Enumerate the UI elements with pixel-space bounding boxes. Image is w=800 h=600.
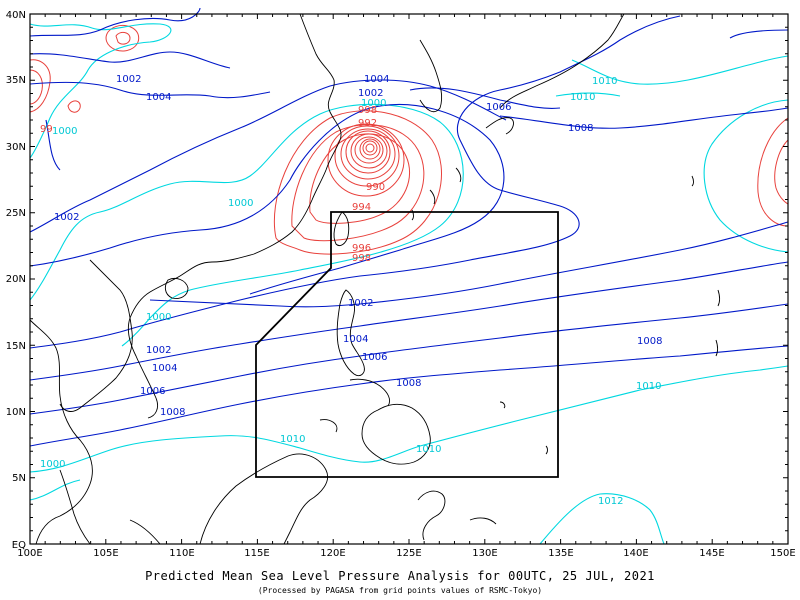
isobar-label: 1000 [361,98,386,109]
lon-label: 110E [169,548,194,559]
isobar-label: 1008 [160,407,185,418]
lon-label: 120E [320,548,345,559]
isobar-label: 1002 [358,88,383,99]
lon-label: 115E [244,548,269,559]
latitude-labels: EQ 5N 10N 15N 20N 25N 30N 35N 40N [6,10,26,551]
lat-label: 35N [6,75,26,86]
lat-label: 10N [6,407,26,418]
chart-title: Predicted Mean Sea Level Pressure Analys… [145,569,655,583]
isobar-label: 998 [358,105,377,116]
isobar-label: 1010 [592,76,617,87]
cyan-isobar-labels: 1000 1000 1000 1010 1010 1010 1010 1010 … [52,76,661,507]
isobar-label: 1002 [116,74,141,85]
isobar-label: 1010 [636,381,661,392]
isobar-label: 1004 [146,92,171,103]
lat-label: 40N [6,10,26,21]
isobar-label: 992 [358,118,377,129]
coastlines [29,13,720,545]
longitude-labels: 100E 105E 110E 115E 120E 125E 130E 135E … [17,548,795,559]
isobar-label: 1000 [40,459,65,470]
isobar-label: 1006 [140,386,165,397]
isobar-label: 1004 [152,363,177,374]
lat-label: 15N [6,341,26,352]
isobar-label: 1010 [570,92,595,103]
isobar-label: 996 [352,243,371,254]
lat-label: 5N [12,473,26,484]
par-boundary [255,211,559,478]
isobar-label: 1006 [486,102,511,113]
lat-label: 20N [6,274,26,285]
isobar-label: 1006 [362,352,387,363]
isobar-label: 1010 [280,434,305,445]
lat-label: 30N [6,142,26,153]
chart-subtitle: (Processed by PAGASA from grid points va… [258,586,542,595]
isobar-label: 1000 [228,198,253,209]
lon-label: 100E [17,548,42,559]
lon-label: 125E [396,548,421,559]
lon-label: 130E [472,548,497,559]
isobar-label: 1010 [416,444,441,455]
isobar-label: 1002 [348,298,373,309]
lon-label: 145E [699,548,724,559]
isobar-label: 1002 [146,345,171,356]
lat-label: EQ [12,540,26,551]
isobar-label: 1008 [396,378,421,389]
blue-isobar-labels: 1002 1004 1002 1004 1006 1008 1002 1002 … [54,74,662,418]
red-isobar-labels: 99 998 992 990 994 996 998 [40,105,385,264]
high-pressure-isobars [29,7,789,447]
isobar-label: 1004 [364,74,389,85]
isobar-label: 1008 [637,336,662,347]
isobar-label: 1004 [343,334,368,345]
mid-pressure-isobars [29,23,789,545]
isobar-label: 998 [352,253,371,264]
isobar-label: 1000 [52,126,77,137]
tick-marks [29,13,789,545]
lon-label: 135E [548,548,573,559]
lon-label: 140E [623,548,648,559]
lon-label: 150E [770,548,795,559]
isobar-label: 1002 [54,212,79,223]
isobar-label: 1000 [146,312,171,323]
isobar-label: 994 [352,202,371,213]
low-pressure-isobars [29,25,789,255]
isobar-label: 99 [40,124,53,135]
isobar-label: 1008 [568,123,593,134]
lon-label: 105E [93,548,118,559]
lat-label: 25N [6,208,26,219]
isobar-label: 990 [366,182,385,193]
isobar-label: 1012 [598,496,623,507]
